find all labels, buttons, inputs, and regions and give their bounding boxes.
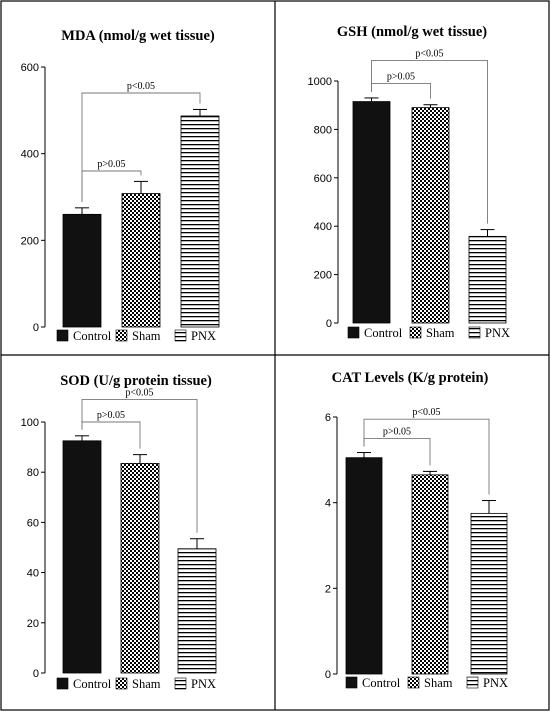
legend: Control Sham PNX — [347, 326, 510, 340]
p-value-label: p<0.05 — [125, 387, 153, 398]
bar-sham — [121, 193, 161, 328]
significance-bracket — [81, 92, 201, 202]
y-tick-label: 4 — [325, 498, 331, 510]
legend-label-control: Control — [362, 676, 401, 690]
y-tick-label: 100 — [21, 417, 39, 429]
chart-panel-4: CAT Levels (K/g protein) 0 2 4 6 p>0.05p<0.05… — [325, 370, 508, 690]
y-tick-label: 6 — [325, 412, 331, 424]
p-value-label: p>0.05 — [97, 410, 125, 421]
significance-bracket — [363, 418, 490, 495]
p-value-label: p>0.05 — [387, 71, 415, 82]
legend-swatch-pnx — [466, 676, 479, 689]
legend-swatch-control — [56, 677, 69, 690]
legend-label-pnx: PNX — [485, 326, 510, 340]
legend: Control Sham PNX — [345, 676, 508, 690]
chart-title: SOD (U/g protein tissue) — [60, 373, 212, 389]
chart-title: MDA (nmol/g wet tissue) — [61, 28, 215, 44]
legend-label-sham: Sham — [132, 329, 161, 343]
significance-bracket — [81, 398, 198, 533]
y-tick-label: 0 — [326, 318, 332, 330]
legend-swatch-control — [347, 326, 360, 339]
bar-control — [62, 440, 102, 674]
legend-swatch-pnx — [468, 326, 481, 339]
p-value-label: p<0.05 — [127, 81, 155, 92]
significance-bracket — [371, 59, 488, 224]
legend-label-sham: Sham — [132, 677, 161, 691]
bar-control — [345, 457, 383, 675]
chart-title: GSH (nmol/g wet tissue) — [337, 24, 487, 40]
legend-swatch-control — [345, 676, 358, 689]
y-tick-label: 2 — [325, 583, 331, 595]
y-tick-label: 800 — [314, 124, 332, 136]
legend-label-sham: Sham — [424, 676, 453, 690]
bar-control — [62, 213, 102, 328]
bar-pnx — [180, 115, 220, 328]
y-tick-label: 0 — [33, 322, 39, 334]
legend-label-pnx: PNX — [191, 677, 216, 691]
legend-label-pnx: PNX — [191, 329, 216, 343]
y-tick-label: 1000 — [308, 76, 332, 88]
p-value-label: p>0.05 — [383, 426, 411, 437]
y-tick-label: 60 — [27, 517, 39, 529]
legend-swatch-sham — [115, 677, 128, 690]
y-tick-label: 400 — [21, 149, 39, 161]
legend-label-control: Control — [73, 677, 112, 691]
bar-control — [352, 101, 391, 324]
bar-pnx — [468, 235, 507, 324]
legend-label-control: Control — [364, 326, 403, 340]
y-tick-label: 400 — [314, 221, 332, 233]
legend-label-control: Control — [73, 329, 112, 343]
p-value-label: p>0.05 — [97, 159, 125, 170]
significance-bracket — [371, 82, 431, 99]
legend-swatch-sham — [409, 326, 422, 339]
y-tick-label: 40 — [27, 568, 39, 580]
bar-sham — [411, 474, 449, 675]
bar-pnx — [177, 548, 217, 674]
bar-pnx — [470, 512, 508, 675]
chart-panel-2: GSH (nmol/g wet tissue) 0 200 400 600 800 1000… — [308, 24, 511, 340]
y-tick-label: 200 — [21, 235, 39, 247]
bar-sham — [411, 107, 450, 324]
legend-swatch-pnx — [174, 329, 187, 342]
legend-label-pnx: PNX — [483, 676, 508, 690]
p-value-label: p<0.05 — [415, 48, 443, 59]
legend: Control Sham PNX — [56, 329, 216, 343]
chart-panel-3: SOD (U/g protein tissue) 0 20 40 60 80 100 p>0.… — [21, 373, 217, 691]
chart-title: CAT Levels (K/g protein) — [332, 370, 489, 386]
charts-layer: MDA (nmol/g wet tissue)0200400600p>0.05p… — [21, 24, 510, 691]
legend-swatch-sham — [407, 676, 420, 689]
legend-swatch-sham — [115, 329, 128, 342]
p-value-label: p<0.05 — [412, 407, 440, 418]
legend-label-sham: Sham — [426, 326, 455, 340]
legend-swatch-control — [56, 329, 69, 342]
legend: Control Sham PNX — [56, 677, 216, 691]
y-tick-label: 600 — [314, 173, 332, 185]
legend-swatch-pnx — [174, 677, 187, 690]
y-tick-label: 80 — [27, 467, 39, 479]
y-tick-label: 600 — [21, 62, 39, 74]
chart-panel-1: MDA (nmol/g wet tissue) 0 200 400 600 p>0.05 p… — [21, 28, 220, 343]
y-tick-label: 20 — [27, 618, 39, 630]
bar-sham — [120, 463, 160, 674]
y-tick-label: 0 — [325, 669, 331, 681]
y-tick-label: 200 — [314, 270, 332, 282]
y-tick-label: 0 — [33, 668, 39, 680]
